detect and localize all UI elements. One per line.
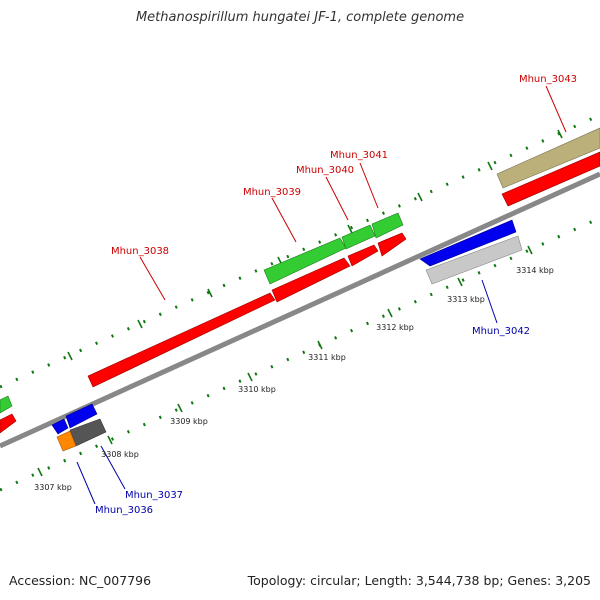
gene-mhun-3037[interactable] <box>65 403 98 429</box>
gene-mhun-3036[interactable] <box>51 418 69 435</box>
genome-backbone <box>0 171 600 449</box>
accession-label: Accession: NC_007796 <box>9 573 152 588</box>
gene-label-mhun-3040: Mhun_3040 <box>296 165 354 176</box>
scale-tick-label: 3308 kbp <box>101 450 139 459</box>
gene-label-mhun-3041: Mhun_3041 <box>330 150 388 161</box>
gene-mhun-3043[interactable] <box>496 127 600 189</box>
scale-tick-label: 3314 kbp <box>516 266 554 275</box>
cds-mhun-3036[interactable] <box>56 430 77 452</box>
gene-mhun-3042[interactable] <box>419 219 517 267</box>
cds-mhun-3043[interactable] <box>501 151 600 207</box>
cds-mhun-3042[interactable] <box>425 235 523 285</box>
gene-label-mhun-3043: Mhun_3043 <box>519 74 577 85</box>
gene-mhun-3041[interactable] <box>371 212 404 239</box>
scale-tick-label: 3313 kbp <box>447 295 485 304</box>
gene-mhun-3040[interactable] <box>341 224 376 250</box>
cds-mhun-3040[interactable] <box>347 244 379 267</box>
scale-tick-label: 3311 kbp <box>308 353 346 362</box>
gene-left-edge[interactable] <box>0 395 13 414</box>
map-title: Methanospirillum hungatei JF-1, complete… <box>135 10 465 25</box>
gene-label-mhun-3036: Mhun_3036 <box>95 505 153 516</box>
genome-summary: Topology: circular; Length: 3,544,738 bp… <box>247 573 591 588</box>
scale-tick-label: 3312 kbp <box>376 323 414 332</box>
scale-tick-label: 3307 kbp <box>34 483 72 492</box>
cds-left-edge[interactable] <box>0 413 17 434</box>
cds-mhun-3039[interactable] <box>271 257 351 303</box>
scale-tick-label: 3310 kbp <box>238 385 276 394</box>
gene-label-mhun-3037: Mhun_3037 <box>125 490 183 501</box>
gene-label-mhun-3042: Mhun_3042 <box>472 326 530 337</box>
track-tick-marks <box>37 129 563 477</box>
gene-label-mhun-3038: Mhun_3038 <box>111 246 169 257</box>
cds-mhun-3041[interactable] <box>377 232 407 257</box>
label-leaders <box>76 85 567 505</box>
cds-mhun-3038[interactable] <box>87 292 276 388</box>
gene-label-mhun-3039: Mhun_3039 <box>243 187 301 198</box>
scale-tick-label: 3309 kbp <box>170 417 208 426</box>
